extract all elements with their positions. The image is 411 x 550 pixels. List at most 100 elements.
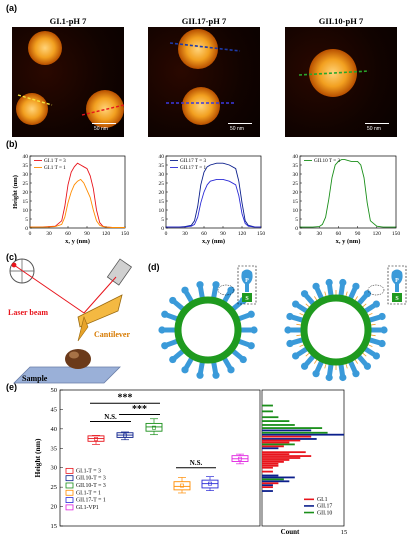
p-domain-spike bbox=[184, 290, 195, 305]
afm-title-3: GII.10-pH 7 bbox=[318, 16, 364, 26]
p-domain-head bbox=[372, 352, 380, 360]
p-domain-spike bbox=[304, 293, 317, 307]
legend-label: GI.1-T = 3 bbox=[76, 468, 101, 474]
histogram-bar bbox=[262, 404, 273, 407]
p-domain-spike bbox=[165, 312, 181, 322]
legend-label: GI.1 bbox=[317, 497, 328, 503]
panel-d-label: (d) bbox=[148, 262, 160, 272]
inset-frame bbox=[387, 265, 407, 305]
box-2 bbox=[116, 431, 134, 441]
p-domain-spike bbox=[314, 286, 325, 302]
panel-a-label: (a) bbox=[6, 3, 17, 13]
panel-b-label: (b) bbox=[6, 139, 18, 149]
plot-frame bbox=[299, 155, 397, 229]
legend-label: GI.1 T = 1 bbox=[44, 165, 66, 171]
afm-schematic: Laser beam Cantilever Sample bbox=[8, 258, 133, 384]
y-tick-label: 15 bbox=[293, 199, 299, 205]
y-tick-label: 30 bbox=[23, 172, 29, 178]
legend-label: GI.1 T = 3 bbox=[44, 158, 66, 164]
p-domain-spike bbox=[172, 348, 186, 361]
y-tick-label: 5 bbox=[25, 217, 28, 223]
p-domain-spike bbox=[235, 312, 251, 322]
y-tick-label: 20 bbox=[159, 190, 165, 196]
legend-swatch bbox=[65, 482, 74, 489]
y-tick-label: 25 bbox=[23, 181, 29, 187]
p-domain-head bbox=[161, 342, 169, 350]
histogram-bar bbox=[262, 410, 273, 413]
histogram-bar bbox=[262, 457, 301, 459]
x-tick-label: 120 bbox=[238, 231, 247, 237]
box-6 bbox=[231, 453, 249, 465]
x-axis-label: x,y (nm) bbox=[202, 238, 225, 245]
p-domain-spike bbox=[184, 355, 195, 370]
p-domain-head bbox=[292, 352, 300, 360]
p-domain-head bbox=[181, 286, 189, 294]
plot-frame bbox=[59, 389, 261, 527]
x-tick-label: 30 bbox=[316, 231, 322, 237]
p-domain-spike bbox=[362, 345, 377, 357]
y-tick-label: 40 bbox=[159, 154, 165, 160]
afm-title-2: GII.17-pH 7 bbox=[181, 16, 227, 26]
mean-marker bbox=[180, 483, 184, 488]
legend-swatch bbox=[65, 475, 74, 482]
p-domain-spike bbox=[221, 355, 232, 370]
x-tick-label: 15 bbox=[341, 529, 348, 536]
capsid-t1 bbox=[158, 281, 258, 379]
p-domain-spike bbox=[355, 353, 368, 367]
significance-label: *** bbox=[132, 404, 147, 415]
p-domain-head bbox=[250, 326, 258, 334]
histogram-bar bbox=[262, 484, 273, 487]
s-label: S bbox=[245, 296, 249, 302]
y-tick-label: 10 bbox=[23, 208, 29, 214]
histogram-bar bbox=[262, 438, 317, 440]
legend-label: GII.17-T = 1 bbox=[76, 498, 106, 504]
p-domain-head bbox=[286, 312, 294, 321]
histogram-bar bbox=[262, 453, 290, 456]
p-domain-spike bbox=[230, 299, 244, 312]
p-domain-head bbox=[300, 362, 309, 370]
x-tick-label: 0 bbox=[29, 231, 32, 237]
p-domain-spike bbox=[338, 361, 345, 378]
s-domain-glyph bbox=[242, 293, 252, 302]
legend-swatch bbox=[65, 504, 74, 511]
y-tick-label: 0 bbox=[25, 226, 28, 232]
x-tick-label: 150 bbox=[392, 231, 401, 237]
histogram-bar bbox=[262, 420, 290, 422]
sample-substrate bbox=[13, 366, 121, 384]
x-tick-label: 120 bbox=[373, 231, 382, 237]
p-domain-spike bbox=[366, 337, 382, 346]
box-5 bbox=[201, 476, 219, 491]
x-tick-label: 150 bbox=[257, 231, 266, 237]
histogram-bar bbox=[262, 466, 273, 469]
legend-label: GII.10-T = 3 bbox=[76, 476, 106, 482]
afm-image-gii10: 50 nm bbox=[285, 27, 397, 137]
histogram-bar bbox=[262, 455, 312, 457]
series-line bbox=[166, 162, 262, 228]
p-domain-spike bbox=[211, 285, 218, 301]
y-tick-label: 30 bbox=[51, 465, 58, 472]
p-domain-head bbox=[312, 282, 320, 290]
p-domain-head bbox=[212, 371, 220, 379]
x-tick-label: 30 bbox=[46, 231, 52, 237]
y-tick-label: 20 bbox=[23, 190, 29, 196]
capsid-t3 bbox=[284, 278, 388, 382]
histogram-bar bbox=[262, 464, 279, 467]
p-domain-head bbox=[378, 339, 386, 348]
p-domain-head bbox=[227, 286, 235, 294]
histogram-bar bbox=[262, 476, 295, 479]
p-domain-spike bbox=[165, 338, 181, 348]
histogram-bar bbox=[262, 478, 284, 481]
legend-bg bbox=[64, 470, 124, 521]
x-tick-label: 120 bbox=[102, 231, 111, 237]
mean-marker bbox=[208, 481, 212, 486]
p-domain-head bbox=[286, 339, 294, 348]
s-label: S bbox=[395, 296, 399, 302]
inset-pointer bbox=[217, 284, 235, 296]
histogram-bar bbox=[262, 460, 284, 463]
laser-beam-label: Laser beam bbox=[8, 308, 48, 317]
p-domain-spike bbox=[221, 290, 232, 305]
inset-t1: PS bbox=[217, 265, 257, 305]
